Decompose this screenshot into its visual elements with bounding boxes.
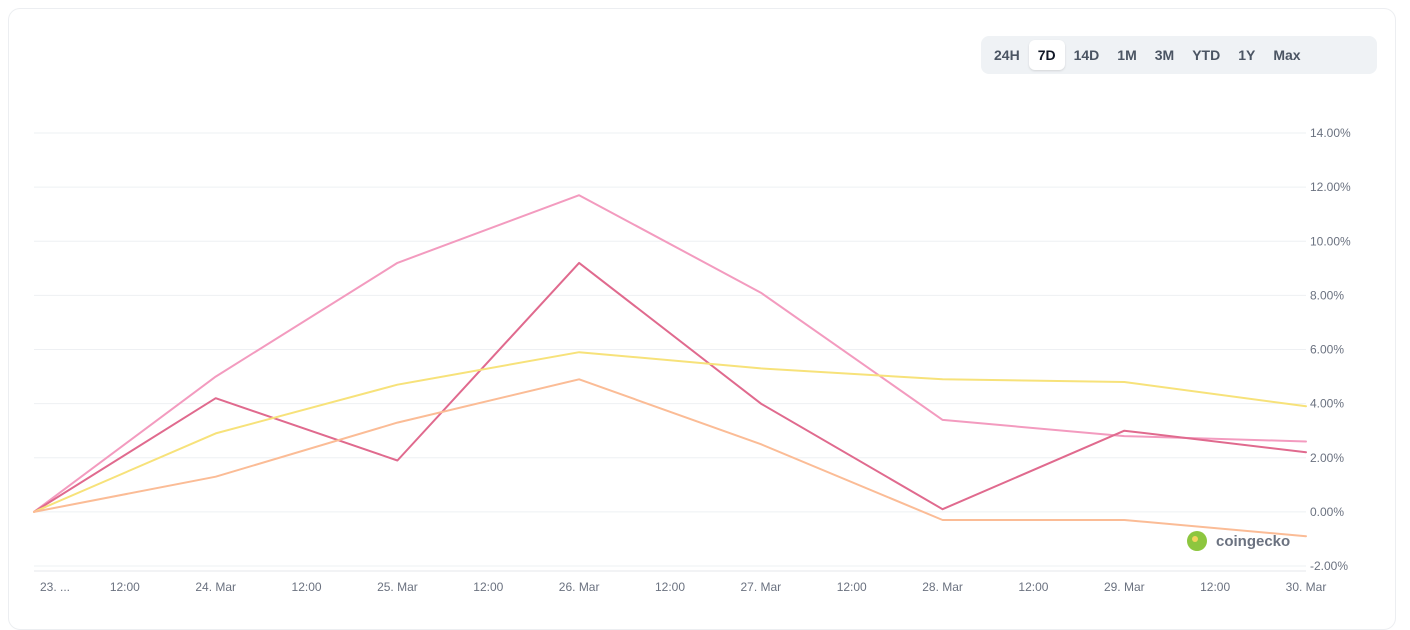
- y-axis-ticks: 14.00% 12.00% 10.00% 8.00% 6.00% 4.00% 2.00% 0.…: [1310, 126, 1351, 573]
- y-tick-label: 8.00%: [1310, 288, 1344, 302]
- chart-series: [33, 194, 1307, 538]
- y-tick-label: 0.00%: [1310, 505, 1344, 519]
- x-tick-label: 12:00: [837, 580, 867, 594]
- x-tick-label: 26. Mar: [559, 580, 600, 594]
- coingecko-watermark: coingecko: [1187, 531, 1290, 551]
- x-tick-label: 12:00: [292, 580, 322, 594]
- gecko-eye-icon: [1192, 536, 1198, 542]
- time-range-selector: 24H 7D 14D 1M 3M YTD 1Y Max: [981, 36, 1377, 74]
- range-14d-button[interactable]: 14D: [1065, 40, 1109, 70]
- x-tick-label: 24. Mar: [195, 580, 236, 594]
- y-tick-label: -2.00%: [1310, 559, 1348, 573]
- range-24h-button[interactable]: 24H: [985, 40, 1029, 70]
- x-tick-label: 12:00: [1200, 580, 1230, 594]
- series-line-3: [33, 351, 1307, 513]
- chart-card: [8, 8, 1396, 630]
- x-tick-label: 30. Mar: [1286, 580, 1327, 594]
- chart-gridlines: [34, 132, 1306, 572]
- y-tick-label: 2.00%: [1310, 451, 1344, 465]
- x-tick-label: 12:00: [1018, 580, 1048, 594]
- y-tick-label: 10.00%: [1310, 234, 1351, 248]
- performance-line-chart: 14.00% 12.00% 10.00% 8.00% 6.00% 4.00% 2.00% 0.…: [33, 126, 1351, 594]
- series-line-2: [33, 261, 1307, 513]
- series-line-4: [33, 378, 1307, 538]
- range-1y-button[interactable]: 1Y: [1229, 40, 1264, 70]
- x-tick-label: 27. Mar: [741, 580, 782, 594]
- y-tick-label: 4.00%: [1310, 397, 1344, 411]
- watermark-label: coingecko: [1216, 533, 1290, 550]
- y-tick-label: 6.00%: [1310, 343, 1344, 357]
- range-ytd-button[interactable]: YTD: [1183, 40, 1229, 70]
- range-1m-button[interactable]: 1M: [1108, 40, 1145, 70]
- x-tick-label: 25. Mar: [377, 580, 418, 594]
- range-7d-button[interactable]: 7D: [1028, 40, 1065, 70]
- x-tick-label: 29. Mar: [1104, 580, 1145, 594]
- y-tick-label: 12.00%: [1310, 180, 1351, 194]
- x-tick-label: 12:00: [110, 580, 140, 594]
- range-3m-button[interactable]: 3M: [1146, 40, 1183, 70]
- range-max-button[interactable]: Max: [1264, 40, 1309, 70]
- x-tick-label: 23. ...: [40, 580, 70, 594]
- x-tick-label: 12:00: [473, 580, 503, 594]
- x-tick-label: 28. Mar: [922, 580, 963, 594]
- series-line-1: [33, 194, 1307, 513]
- y-tick-label: 14.00%: [1310, 126, 1351, 140]
- x-axis-ticks: 23. ... 12:00 24. Mar 12:00 25. Mar 12:00 26. …: [40, 580, 1326, 594]
- x-tick-label: 12:00: [655, 580, 685, 594]
